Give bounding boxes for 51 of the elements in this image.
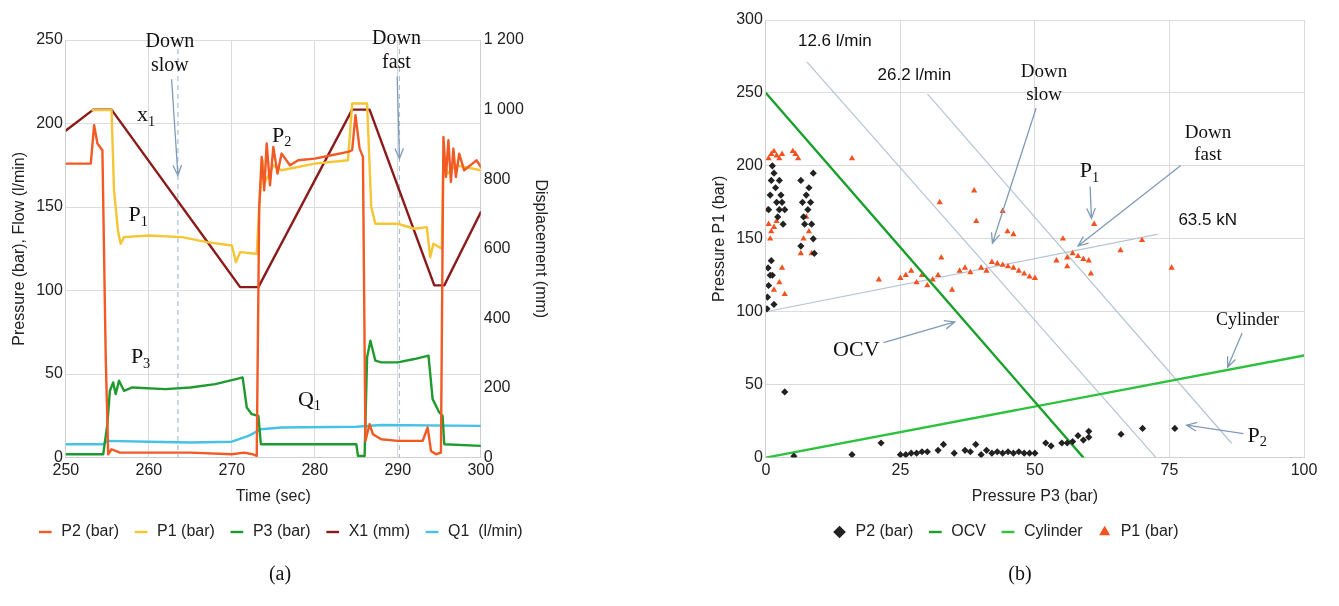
y-tick-label: 200 (36, 113, 63, 131)
legend-label: P1 (bar) (157, 522, 215, 540)
annotation: Cylinder (1216, 308, 1280, 329)
y-tick-label: 250 (36, 30, 63, 48)
annotation: Down slow (1020, 60, 1068, 104)
x-axis-title: Time (sec) (235, 486, 311, 504)
y-tick-label: 200 (736, 156, 763, 174)
legend-label: X1 (mm) (348, 522, 411, 540)
y-tick-label: 100 (736, 302, 763, 320)
annotation: 63.5 kN (1178, 210, 1237, 230)
x-tick-label: 100 (1290, 460, 1318, 478)
annotation: OCV (833, 336, 880, 362)
legend-label: Q1 (l/min) (448, 522, 523, 540)
y-tick-label: 150 (736, 229, 763, 247)
legend-label: OCV (951, 522, 987, 540)
legend-label: Cylinder (1023, 522, 1084, 540)
legend-label: P2 (bar) (61, 522, 120, 540)
annotation: Down fast (1184, 120, 1232, 165)
x-tick-label: 280 (301, 460, 329, 478)
y-tick-label: 100 (36, 280, 63, 298)
y2-axis-title: Displacement (mm) (532, 179, 550, 319)
y-tick-label: 300 (736, 10, 763, 28)
y-axis-title: Pressure P1 (bar) (710, 175, 728, 302)
y-axis-title: Pressure (bar), Flow (l/min) (10, 151, 28, 346)
y2-tick-label: 800 (483, 169, 511, 187)
annotation: Down fast (372, 25, 421, 72)
y-tick-label: 250 (736, 83, 763, 101)
y2-tick-label: 200 (483, 378, 511, 396)
y2-tick-label: 600 (483, 239, 511, 257)
legend-label: P2 (bar) (855, 522, 914, 540)
x-tick-label: 75 (1160, 460, 1179, 478)
y-tick-label: 50 (45, 364, 63, 382)
x-axis-title: Pressure P3 (bar) (971, 486, 1099, 504)
y2-tick-label: 1 200 (483, 30, 524, 48)
x-tick-label: 290 (384, 460, 412, 478)
y-tick-label: 150 (36, 197, 63, 215)
text: (b) (1007, 562, 1033, 585)
text: (a) (267, 562, 293, 585)
legend-label: P1 (bar) (1120, 522, 1179, 540)
x-tick-label: 270 (218, 460, 246, 478)
annotation: 12.6 l/min (797, 30, 872, 50)
y2-tick-label: 400 (483, 308, 511, 326)
annotation: Down slow (145, 28, 195, 75)
y-tick-label: 50 (745, 375, 763, 393)
legend-label: P3 (bar) (252, 522, 311, 540)
y-tick-label: 0 (753, 448, 763, 466)
x-tick-label: 50 (1026, 460, 1044, 478)
annotation: 26.2 l/min (877, 64, 952, 84)
x-tick-label: 25 (891, 460, 910, 478)
x-tick-label: 260 (135, 460, 163, 478)
y2-tick-label: 1 000 (483, 100, 524, 118)
